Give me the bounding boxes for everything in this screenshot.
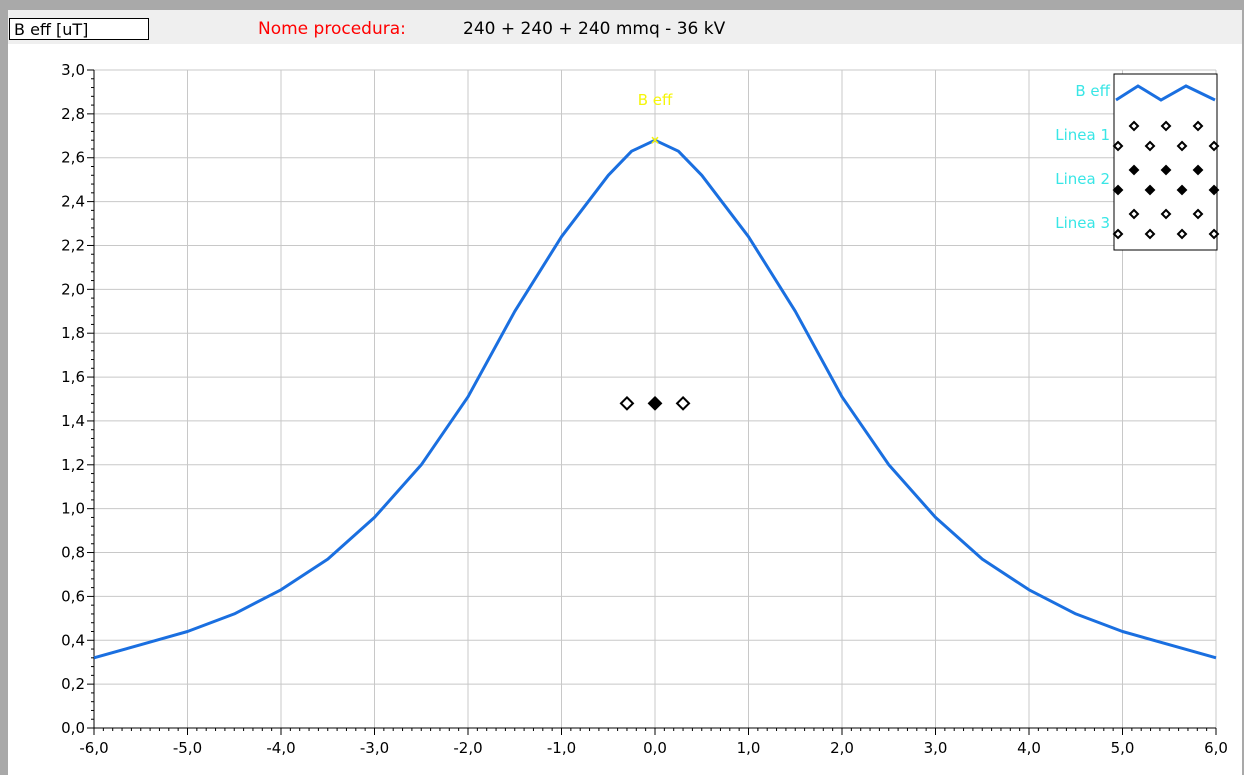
y-tick-label: 0,6	[61, 587, 85, 605]
x-tick-label: 0,0	[643, 739, 667, 757]
unit-label: B eff [uT]	[9, 18, 149, 40]
point-linea-2	[647, 395, 663, 411]
x-tick-label: 6,0	[1204, 739, 1228, 757]
y-tick-label: 0,8	[61, 544, 85, 562]
axes: -6,0 -5,0 -4,0 -3,0 -2,0 -1,0 0,0 1,0 2,0 3,0 4,0 5…	[61, 61, 1228, 757]
legend-box[interactable]	[1113, 73, 1218, 251]
legend-label-b-eff: B eff	[1075, 82, 1110, 100]
legend-swatch-linea-3	[1144, 228, 1156, 240]
grid	[93, 69, 1217, 729]
legend-swatch-linea-3	[1192, 208, 1204, 220]
y-tick-label: 2,4	[61, 193, 85, 211]
point-linea-3	[675, 395, 691, 411]
x-tick-label: -2,0	[453, 739, 482, 757]
y-tick-label: 1,6	[61, 368, 85, 386]
y-tick-label: 2,6	[61, 149, 85, 167]
procedure-name: 240 + 240 + 240 mmq - 36 kV	[463, 19, 726, 39]
legend-swatch-linea-2	[1208, 184, 1220, 196]
x-tick-label: -4,0	[266, 739, 295, 757]
chart-window	[8, 10, 1242, 775]
legend-swatch-linea-1	[1144, 140, 1156, 152]
procedure-label: Nome procedura:	[258, 19, 406, 39]
legend[interactable]: B eff Linea 1 Linea 2 Linea 3	[1055, 73, 1220, 251]
legend-swatch-linea-2	[1160, 164, 1172, 176]
y-tick-label: 2,8	[61, 105, 85, 123]
y-tick-label: 1,4	[61, 412, 85, 430]
legend-swatch-linea-2	[1192, 164, 1204, 176]
legend-swatch-linea-1	[1176, 140, 1188, 152]
legend-swatch-b-eff	[1115, 84, 1216, 102]
y-tick-label: 3,0	[61, 61, 85, 79]
x-tick-label: 5,0	[1111, 739, 1135, 757]
y-tick-label: 2,0	[61, 280, 85, 298]
chart-header-bar	[8, 10, 1242, 44]
legend-swatch-linea-3	[1128, 208, 1140, 220]
legend-swatch-linea-1	[1192, 120, 1204, 132]
legend-label-linea-1: Linea 1	[1055, 126, 1110, 144]
peak-label: B eff	[638, 91, 673, 109]
peak-marker	[651, 136, 659, 144]
legend-swatch-linea-2	[1128, 164, 1140, 176]
x-tick-label: -5,0	[173, 739, 202, 757]
x-tick-label: 1,0	[737, 739, 761, 757]
legend-swatch-linea-1	[1208, 140, 1220, 152]
y-tick-label: 1,2	[61, 456, 85, 474]
x-tick-label: 4,0	[1017, 739, 1041, 757]
y-tick-label: 0,0	[61, 719, 85, 737]
legend-swatch-linea-1	[1112, 140, 1124, 152]
legend-swatch-linea-3	[1112, 228, 1124, 240]
y-tick-label: 2,2	[61, 236, 85, 254]
point-linea-1	[619, 395, 635, 411]
x-tick-label: -3,0	[360, 739, 389, 757]
legend-swatch-linea-1	[1160, 120, 1172, 132]
y-tick-label: 1,8	[61, 324, 85, 342]
legend-swatch-linea-3	[1160, 208, 1172, 220]
series: B eff	[93, 91, 1217, 660]
y-tick-label: 0,4	[61, 631, 85, 649]
legend-swatch-linea-2	[1144, 184, 1156, 196]
legend-swatch-linea-3	[1176, 228, 1188, 240]
legend-swatch-linea-2	[1112, 184, 1124, 196]
legend-swatch-linea-1	[1128, 120, 1140, 132]
legend-swatch-linea-2	[1176, 184, 1188, 196]
x-tick-label: -6,0	[79, 739, 108, 757]
legend-label-linea-3: Linea 3	[1055, 214, 1110, 232]
y-tick-label: 0,2	[61, 675, 85, 693]
x-tick-label: 2,0	[830, 739, 854, 757]
legend-swatch-linea-3	[1208, 228, 1220, 240]
x-tick-label: -1,0	[547, 739, 576, 757]
x-tick-label: 3,0	[924, 739, 948, 757]
y-tick-label: 1,0	[61, 500, 85, 518]
legend-label-linea-2: Linea 2	[1055, 170, 1110, 188]
